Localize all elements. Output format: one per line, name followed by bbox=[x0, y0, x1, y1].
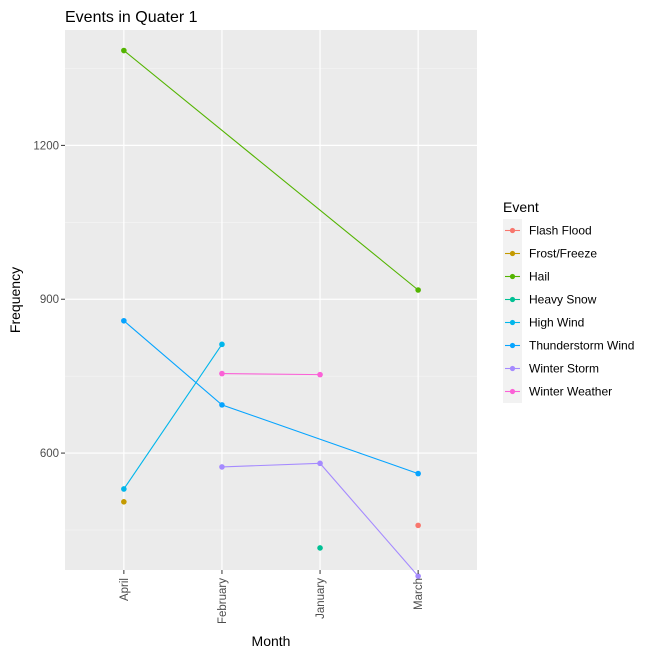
legend-key-point bbox=[509, 250, 516, 257]
data-point-hail-march bbox=[415, 287, 421, 293]
y-axis: 600 900 1200 bbox=[33, 140, 65, 460]
x-tick-label-april: April bbox=[119, 578, 131, 601]
data-point-winter-storm-january bbox=[317, 460, 323, 467]
series-line-winter-weather bbox=[221, 373, 321, 376]
legend-key-point bbox=[509, 342, 516, 349]
legend-label-thunderstorm-wind: Thunderstorm Wind bbox=[529, 339, 634, 353]
x-axis: April February January March bbox=[119, 570, 425, 624]
legend-key-point bbox=[509, 365, 516, 372]
y-tick-label: 600 bbox=[40, 448, 59, 460]
legend-item-winter-weather: Winter Weather bbox=[503, 380, 612, 403]
x-tick-label-february: February bbox=[217, 578, 229, 624]
data-point-heavy-snow-january bbox=[317, 545, 323, 551]
y-axis-title: Frequency bbox=[7, 267, 23, 333]
legend-key-point bbox=[509, 273, 516, 280]
legend-label-high-wind: High Wind bbox=[529, 316, 584, 330]
minor-gridlines bbox=[65, 68, 477, 531]
legend-item-thunderstorm-wind: Thunderstorm Wind bbox=[503, 334, 634, 357]
data-point-frost-freeze-april bbox=[121, 498, 127, 505]
legend-label-winter-storm: Winter Storm bbox=[529, 362, 599, 376]
y-tick-label: 1200 bbox=[33, 140, 59, 152]
series-line-hail bbox=[123, 50, 419, 291]
x-axis-title: Month bbox=[252, 633, 291, 649]
legend-item-high-wind: High Wind bbox=[503, 311, 584, 334]
x-tick-label-january: January bbox=[315, 578, 327, 619]
legend-label-heavy-snow: Heavy Snow bbox=[529, 293, 597, 307]
data-point-thunderstorm-wind-february bbox=[219, 402, 225, 408]
legend-label-winter-weather: Winter Weather bbox=[529, 385, 612, 399]
legend-key-point bbox=[509, 319, 516, 326]
legend: Event Flash Flood Frost/Freeze Hail Heavy S… bbox=[503, 199, 634, 403]
legend-item-hail: Hail bbox=[503, 265, 550, 288]
legend-item-heavy-snow: Heavy Snow bbox=[503, 288, 597, 311]
legend-label-hail: Hail bbox=[529, 270, 550, 284]
x-tick-label-march: March bbox=[413, 578, 425, 610]
legend-title: Event bbox=[503, 199, 539, 215]
legend-items: Flash Flood Frost/Freeze Hail Heavy Snow Hig… bbox=[503, 219, 634, 403]
data-point-winter-storm-february bbox=[219, 464, 225, 470]
plot-background bbox=[65, 30, 477, 570]
major-gridlines bbox=[65, 30, 477, 570]
series-line-high-wind bbox=[123, 344, 223, 490]
plot-panel bbox=[65, 30, 477, 579]
legend-key-point bbox=[509, 296, 516, 303]
data-point-high-wind-april bbox=[121, 486, 127, 492]
legend-key-point bbox=[509, 227, 516, 234]
data-point-winter-storm-march bbox=[415, 573, 421, 579]
data-point-flash-flood-march bbox=[415, 522, 421, 529]
data-point-winter-weather-january bbox=[317, 371, 323, 378]
data-point-thunderstorm-wind-april bbox=[121, 317, 127, 324]
legend-item-frost-freeze: Frost/Freeze bbox=[503, 242, 597, 265]
chart-title: Events in Quater 1 bbox=[65, 9, 198, 26]
data-point-winter-weather-february bbox=[219, 370, 225, 377]
legend-key-point bbox=[509, 388, 516, 395]
legend-label-frost-freeze: Frost/Freeze bbox=[529, 247, 597, 261]
legend-item-flash-flood: Flash Flood bbox=[503, 219, 592, 242]
legend-label-flash-flood: Flash Flood bbox=[529, 224, 592, 238]
data-point-thunderstorm-wind-march bbox=[415, 470, 421, 477]
legend-item-winter-storm: Winter Storm bbox=[503, 357, 599, 380]
y-tick-label: 900 bbox=[40, 294, 59, 306]
data-point-high-wind-february bbox=[219, 341, 225, 348]
data-point-hail-april bbox=[121, 47, 127, 54]
series-points bbox=[121, 47, 421, 579]
